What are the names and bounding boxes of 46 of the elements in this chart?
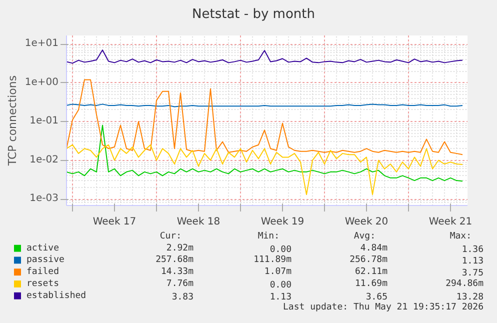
text: 1.36 [462, 244, 484, 255]
text: 111.89m [254, 255, 292, 266]
legend-label: passive [26, 255, 64, 266]
text: 257.68m [156, 255, 194, 266]
y-tick-label: 1e-02 [30, 154, 59, 166]
line-series [66, 144, 463, 196]
text: 1.13 [462, 256, 484, 267]
text: 294.86m [446, 278, 484, 289]
text: Cur: [160, 231, 182, 242]
text: 7.76m [166, 278, 194, 289]
line-series [66, 124, 463, 182]
legend-label: established [26, 290, 86, 301]
text: Min: [258, 231, 280, 242]
line-series [66, 50, 463, 64]
x-tick-label: Week 17 [92, 216, 136, 228]
text: 0.00 [270, 280, 292, 290]
x-tick-label: Week 20 [344, 216, 388, 228]
text: 3.83 [172, 292, 194, 302]
legend-label: resets [26, 278, 60, 289]
legend-label: failed [26, 267, 60, 278]
text: Last update: Thu May 21 19:35:17 2026 [283, 302, 484, 313]
text: 3.75 [462, 268, 484, 279]
y-tick-label: 1e+01 [24, 38, 59, 50]
x-tick-label: Week 21 [428, 216, 472, 228]
text: 1.13 [270, 292, 292, 302]
line-series [66, 79, 463, 156]
text: Max: [450, 231, 472, 242]
y-tick-label: 1e-03 [30, 193, 59, 204]
text: 0.00 [270, 244, 292, 255]
text: Avg: [354, 231, 376, 242]
text: 2.92m [166, 243, 194, 254]
y-tick-label: 1e-01 [30, 116, 59, 127]
text: 14.33m [160, 267, 194, 278]
y-tick-label: 1e+00 [24, 76, 59, 88]
text: 62.11m [354, 267, 388, 278]
chart-title: Netstat - by month [192, 6, 315, 24]
x-tick-label: Week 19 [260, 216, 304, 228]
text: 13.28 [456, 292, 484, 302]
y-axis-title: TCP connections [6, 75, 19, 167]
legend-label: active [26, 243, 60, 254]
text: 256.78m [350, 255, 388, 266]
text: 11.69m [354, 278, 388, 289]
x-tick-label: Week 18 [176, 216, 220, 228]
text: 4.84m [360, 243, 388, 254]
text: 3.65 [366, 292, 388, 302]
text: 1.07m [264, 267, 292, 278]
